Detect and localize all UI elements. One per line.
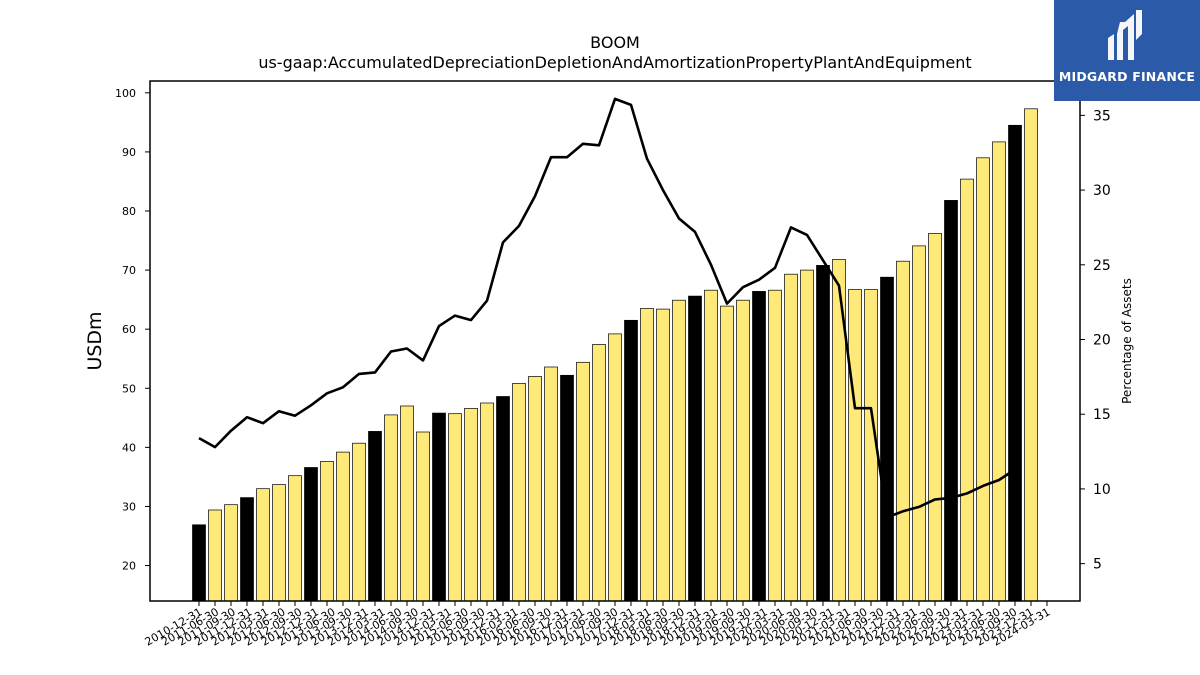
bar [352, 442, 366, 602]
y-tick-label: 50 [122, 382, 136, 395]
bar [784, 273, 798, 602]
y2-axis-label: Percentage of Assets [1120, 278, 1134, 404]
bar [752, 291, 766, 602]
bar [880, 276, 894, 602]
bar [432, 412, 446, 602]
y-axis-label: USDm [84, 311, 106, 370]
bar [192, 524, 206, 602]
bar [592, 344, 606, 602]
bar [336, 451, 350, 602]
y-tick-label: 100 [115, 87, 136, 100]
bar [640, 308, 654, 602]
bar [272, 484, 286, 602]
logo-text: MIDGARD FINANCE [1058, 69, 1196, 84]
bar [560, 374, 574, 602]
midgard-finance-logo: MIDGARD FINANCE [1054, 0, 1200, 101]
bar [544, 366, 558, 602]
y-tick-label: 20 [122, 560, 136, 573]
bar [464, 408, 478, 602]
bar [368, 431, 382, 602]
bar [656, 308, 670, 602]
bar [816, 265, 830, 602]
bar [1024, 108, 1038, 602]
y2-tick-label: 5 [1093, 557, 1102, 573]
bar [512, 383, 526, 602]
y-tick-label: 40 [122, 441, 136, 454]
bar [800, 269, 814, 602]
bar [912, 245, 926, 602]
bar [688, 295, 702, 602]
bar [240, 497, 254, 602]
bar [848, 289, 862, 602]
percentage-line [198, 97, 1016, 519]
bar [896, 260, 910, 602]
bar [720, 305, 734, 602]
y-tick-label: 90 [122, 146, 136, 159]
bar [736, 299, 750, 602]
y-tick-label: 70 [122, 264, 136, 277]
y2-tick-label: 15 [1093, 407, 1111, 423]
bar [576, 361, 590, 602]
bar [1008, 124, 1022, 602]
y2-tick-label: 10 [1093, 482, 1111, 498]
x-axis: 2010-12-312011-06-302011-09-302011-12-31… [143, 601, 1053, 649]
y2-tick-label: 25 [1093, 258, 1111, 274]
bar-series [192, 108, 1038, 602]
bar [608, 333, 622, 602]
bar [384, 414, 398, 602]
chart-title: BOOM [590, 33, 640, 52]
bar [768, 289, 782, 602]
y-axis-left: 20 30 40 50 60 70 80 90 100 [115, 87, 150, 573]
bar [400, 405, 414, 602]
chart-subtitle: us-gaap:AccumulatedDepreciationDepletion… [258, 53, 971, 72]
bar [448, 413, 462, 602]
bar [224, 504, 238, 602]
line-series [198, 97, 1016, 519]
y-tick-label: 60 [122, 323, 136, 336]
bar [672, 299, 686, 602]
bar [928, 233, 942, 602]
bar [960, 178, 974, 602]
bar [496, 396, 510, 602]
y-axis-right: 5 10 15 20 25 30 35 [1080, 108, 1111, 573]
y-tick-label: 80 [122, 205, 136, 218]
y-tick-label: 30 [122, 500, 136, 513]
bar [480, 402, 494, 602]
bar [208, 509, 222, 602]
bar [320, 461, 334, 602]
logo-mark-icon [1108, 10, 1142, 60]
bar [528, 376, 542, 602]
bar [624, 319, 638, 602]
bar [704, 289, 718, 602]
bar [976, 157, 990, 602]
y2-tick-label: 35 [1093, 108, 1111, 124]
y2-tick-label: 20 [1093, 333, 1111, 349]
bar [944, 200, 958, 602]
bar [288, 475, 302, 602]
bar [256, 488, 270, 602]
bar [304, 467, 318, 602]
bar [416, 431, 430, 602]
y2-tick-label: 30 [1093, 183, 1111, 199]
bar [992, 141, 1006, 602]
